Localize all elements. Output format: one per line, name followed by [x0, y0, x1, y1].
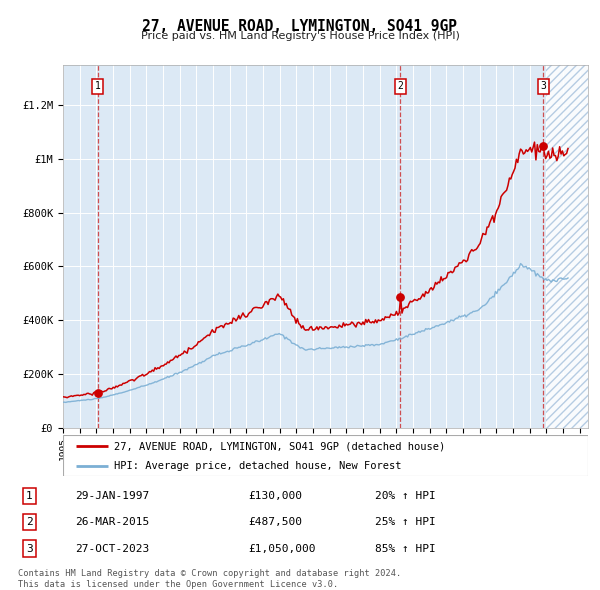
Text: 2: 2 [26, 517, 33, 527]
Text: 20% ↑ HPI: 20% ↑ HPI [375, 491, 436, 501]
Text: 27, AVENUE ROAD, LYMINGTON, SO41 9GP (detached house): 27, AVENUE ROAD, LYMINGTON, SO41 9GP (de… [115, 441, 446, 451]
Point [395, 292, 405, 301]
Point [93, 388, 103, 398]
Text: Price paid vs. HM Land Registry's House Price Index (HPI): Price paid vs. HM Land Registry's House … [140, 31, 460, 41]
Text: £487,500: £487,500 [248, 517, 302, 527]
Text: 27-OCT-2023: 27-OCT-2023 [76, 543, 150, 553]
Text: £1,050,000: £1,050,000 [248, 543, 316, 553]
Text: 25% ↑ HPI: 25% ↑ HPI [375, 517, 436, 527]
Text: 3: 3 [26, 543, 33, 553]
Text: 26-MAR-2015: 26-MAR-2015 [76, 517, 150, 527]
Text: 27, AVENUE ROAD, LYMINGTON, SO41 9GP: 27, AVENUE ROAD, LYMINGTON, SO41 9GP [143, 19, 458, 34]
Text: £130,000: £130,000 [248, 491, 302, 501]
Point [539, 141, 548, 150]
Text: Contains HM Land Registry data © Crown copyright and database right 2024.
This d: Contains HM Land Registry data © Crown c… [18, 569, 401, 589]
Text: 85% ↑ HPI: 85% ↑ HPI [375, 543, 436, 553]
FancyBboxPatch shape [63, 435, 588, 476]
Text: 2: 2 [398, 81, 403, 91]
Text: HPI: Average price, detached house, New Forest: HPI: Average price, detached house, New … [115, 461, 402, 471]
Text: 3: 3 [541, 81, 547, 91]
Text: 1: 1 [95, 81, 101, 91]
Text: 1: 1 [26, 491, 33, 501]
Text: 29-JAN-1997: 29-JAN-1997 [76, 491, 150, 501]
Bar [547, 51, 600, 428]
